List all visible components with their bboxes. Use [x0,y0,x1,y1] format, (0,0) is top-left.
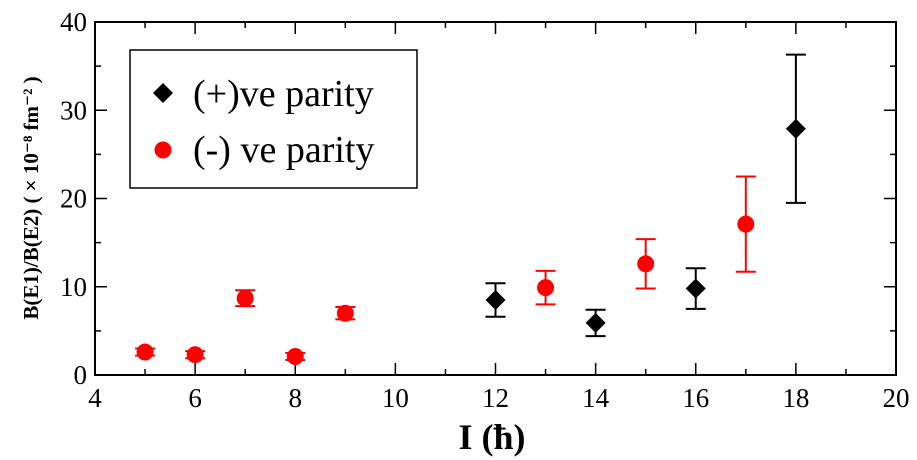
data-point-negative [637,255,655,273]
data-point-positive [485,289,506,310]
x-tick-label: 10 [382,383,409,413]
y-tick-label: 20 [60,184,87,214]
data-point-negative [336,304,354,322]
x-tick-label: 4 [88,383,102,413]
legend-marker-positive-parity [153,83,173,103]
legend-marker-negative-parity [154,141,172,159]
y-tick-label: 0 [74,360,88,390]
x-tick-label: 20 [883,383,910,413]
y-tick-label: 40 [60,7,87,37]
data-point-positive [785,118,806,139]
x-tick-label: 16 [682,383,709,413]
legend-box [129,49,418,189]
legend: (+)ve parity (-) ve parity [129,49,418,189]
data-point-negative [236,289,254,307]
data-point-positive [685,278,706,299]
legend-label-negative-parity: (-) ve parity [193,129,374,171]
x-tick-label: 14 [582,383,610,413]
x-tick-label: 12 [482,383,509,413]
data-point-positive [585,312,606,333]
x-axis-label: I (ħ) [458,417,525,457]
y-tick-label: 10 [60,272,87,302]
legend-symbol-positive-parity [153,83,173,103]
data-point-negative [136,343,154,361]
x-tick-label: 18 [782,383,809,413]
data-point-negative [537,279,555,297]
ticks-layer: 4 6 8 10 12 14 16 18 20 0 10 20 30 40 [60,7,910,413]
data-point-negative [286,347,304,365]
legend-label-positive-parity: (+)ve parity [193,73,374,115]
x-tick-label: 8 [289,383,303,413]
y-tick-label: 30 [60,95,87,125]
data-point-negative [186,346,204,364]
plot-frame [94,21,897,376]
x-tick-label: 6 [188,383,202,413]
markers-layer [136,118,806,365]
y-axis-label: B(E1)/B(E2) ( × 10⁻⁸ fm⁻² ) [19,76,43,319]
data-point-negative [737,215,755,233]
legend-symbol-negative-parity [154,141,172,159]
